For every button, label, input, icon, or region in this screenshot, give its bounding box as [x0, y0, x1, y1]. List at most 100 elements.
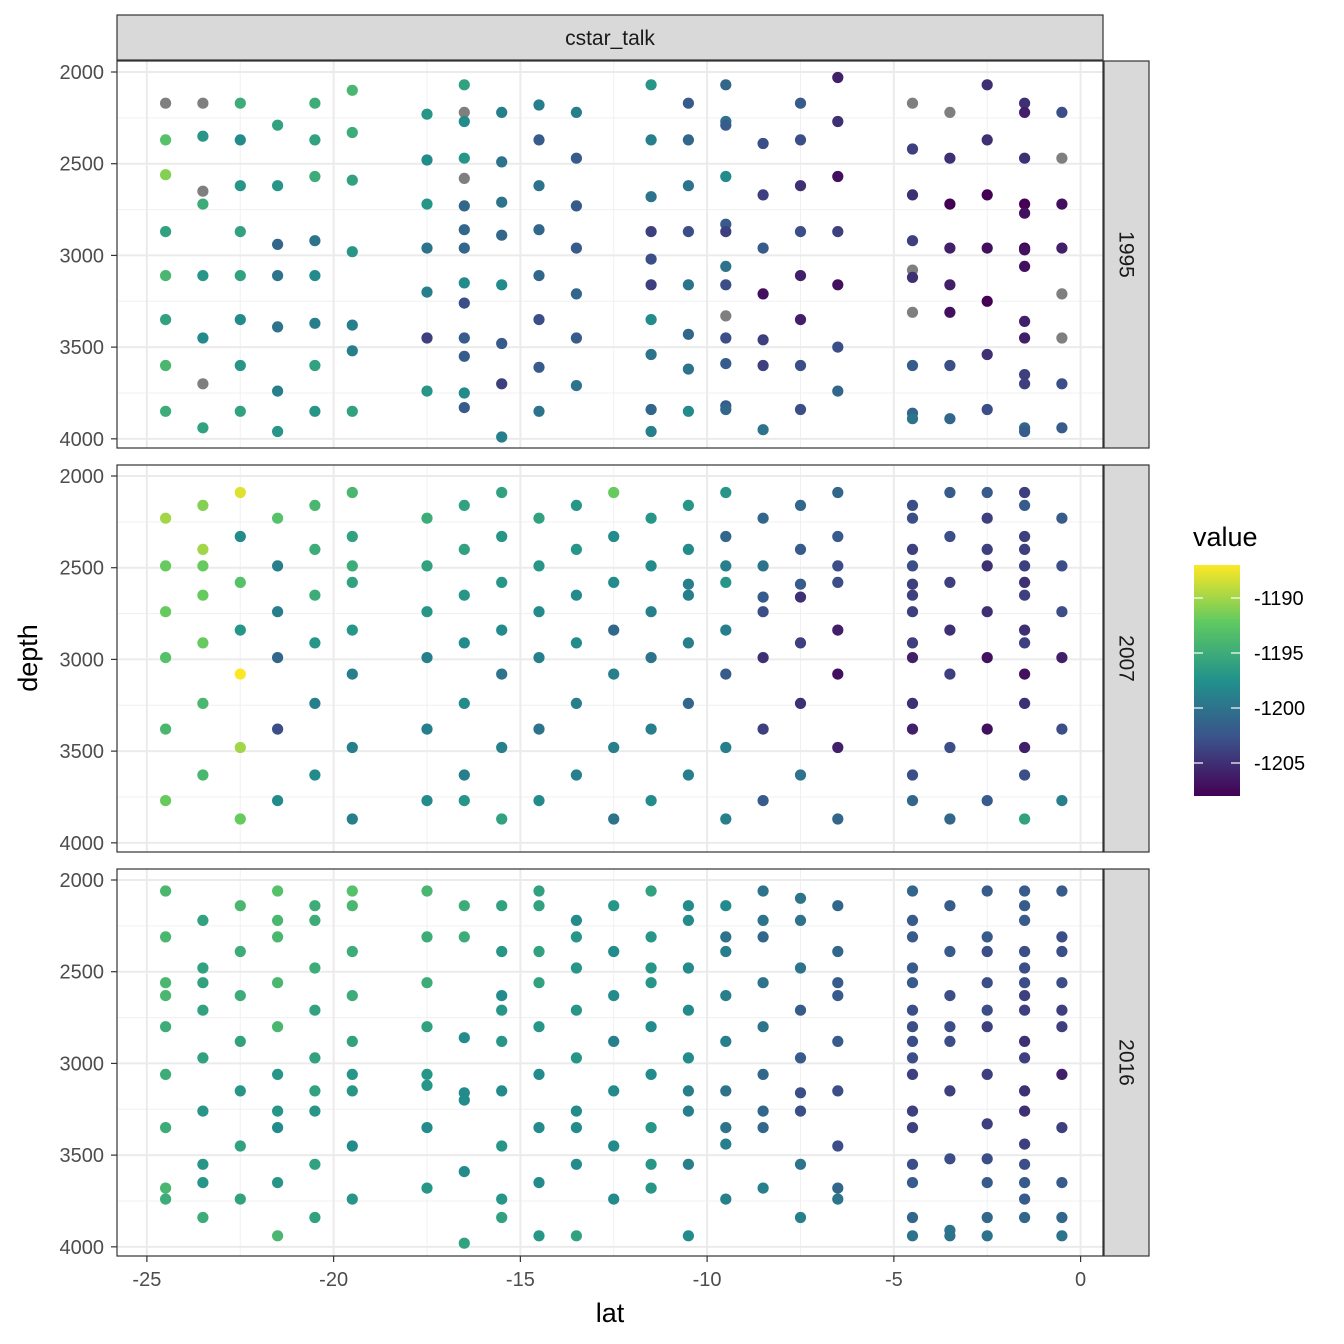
data-point — [645, 79, 657, 91]
facet-column-label: cstar_talk — [565, 27, 655, 50]
y-tick-label: 2000 — [60, 62, 105, 84]
data-point — [533, 977, 545, 989]
data-point — [832, 1182, 844, 1194]
x-tick-label: 0 — [1075, 1269, 1086, 1291]
data-point — [496, 624, 508, 636]
data-point — [832, 900, 844, 912]
data-point — [645, 512, 657, 524]
data-point — [1056, 931, 1068, 943]
data-point — [309, 170, 321, 183]
facet-strip-right — [1103, 60, 1150, 449]
panels-layer: 1995 2000 2500 3000 3500 4000 2007 2000 2500 3000… — [60, 60, 1150, 1291]
data-point — [533, 885, 545, 897]
data-point — [794, 1158, 807, 1170]
data-point — [309, 1052, 321, 1064]
data-point — [682, 363, 695, 375]
data-point — [906, 723, 919, 735]
data-point — [981, 1177, 993, 1189]
data-point — [197, 130, 209, 142]
data-point — [570, 914, 583, 927]
data-point — [757, 795, 769, 807]
data-point — [309, 697, 321, 710]
data-point — [160, 359, 172, 372]
data-point — [720, 560, 732, 572]
data-point — [608, 1140, 620, 1152]
y-tick-label: 3000 — [60, 649, 105, 671]
data-point — [757, 560, 769, 572]
data-point — [794, 1004, 807, 1016]
data-point — [570, 1230, 583, 1242]
data-point — [272, 723, 284, 735]
data-point — [272, 885, 284, 897]
data-point — [533, 1068, 545, 1080]
data-point — [682, 697, 695, 710]
data-point — [234, 226, 246, 238]
data-point — [1019, 560, 1031, 572]
data-point — [197, 97, 209, 109]
data-point — [944, 306, 956, 318]
data-point — [309, 317, 321, 329]
data-point — [682, 97, 695, 109]
data-point — [160, 1122, 172, 1134]
data-point — [421, 977, 433, 989]
data-point — [1056, 560, 1068, 572]
data-point — [197, 1105, 209, 1117]
data-point — [720, 260, 732, 272]
data-point — [533, 512, 545, 524]
data-point — [1019, 962, 1031, 974]
data-point — [160, 97, 172, 109]
data-point — [496, 196, 508, 208]
data-point — [1056, 795, 1068, 807]
y-axis-title: depth — [13, 624, 43, 692]
data-point — [346, 1035, 358, 1047]
data-point — [906, 885, 919, 897]
data-point — [794, 1087, 807, 1099]
data-point — [421, 560, 433, 572]
data-point — [645, 931, 657, 943]
data-point — [832, 226, 844, 238]
data-point — [794, 314, 807, 326]
data-point — [346, 813, 358, 825]
data-point — [720, 931, 732, 943]
data-point — [981, 560, 993, 572]
data-point — [346, 486, 358, 499]
data-point — [272, 321, 284, 333]
data-point — [1019, 885, 1031, 897]
data-point — [570, 200, 583, 212]
data-point — [757, 1182, 769, 1194]
data-point — [981, 1068, 993, 1080]
data-point — [533, 1230, 545, 1242]
data-point — [1056, 652, 1068, 664]
data-point — [981, 134, 993, 146]
data-point — [421, 1182, 433, 1194]
y-tick-label: 2500 — [60, 154, 105, 176]
data-point — [160, 1021, 172, 1033]
data-point — [309, 97, 321, 109]
data-point — [458, 697, 470, 710]
data-point — [1056, 606, 1068, 618]
data-point — [570, 589, 583, 601]
data-point — [981, 189, 993, 201]
data-point — [458, 1237, 470, 1249]
data-point — [346, 84, 358, 96]
data-point — [794, 591, 807, 603]
data-point — [645, 606, 657, 618]
data-point — [197, 1158, 209, 1170]
data-point — [981, 945, 993, 958]
data-point — [981, 295, 993, 307]
data-point — [309, 405, 321, 417]
data-point — [1056, 977, 1068, 989]
data-point — [533, 1122, 545, 1134]
data-point — [272, 977, 284, 989]
data-point — [757, 591, 769, 603]
data-point — [944, 1085, 956, 1097]
data-point — [720, 332, 732, 344]
data-point — [720, 813, 732, 825]
data-point — [794, 914, 807, 927]
data-point — [197, 332, 209, 344]
data-point — [794, 180, 807, 192]
data-point — [197, 499, 209, 511]
data-point — [944, 152, 956, 164]
data-point — [197, 1052, 209, 1064]
data-point — [944, 1021, 956, 1033]
